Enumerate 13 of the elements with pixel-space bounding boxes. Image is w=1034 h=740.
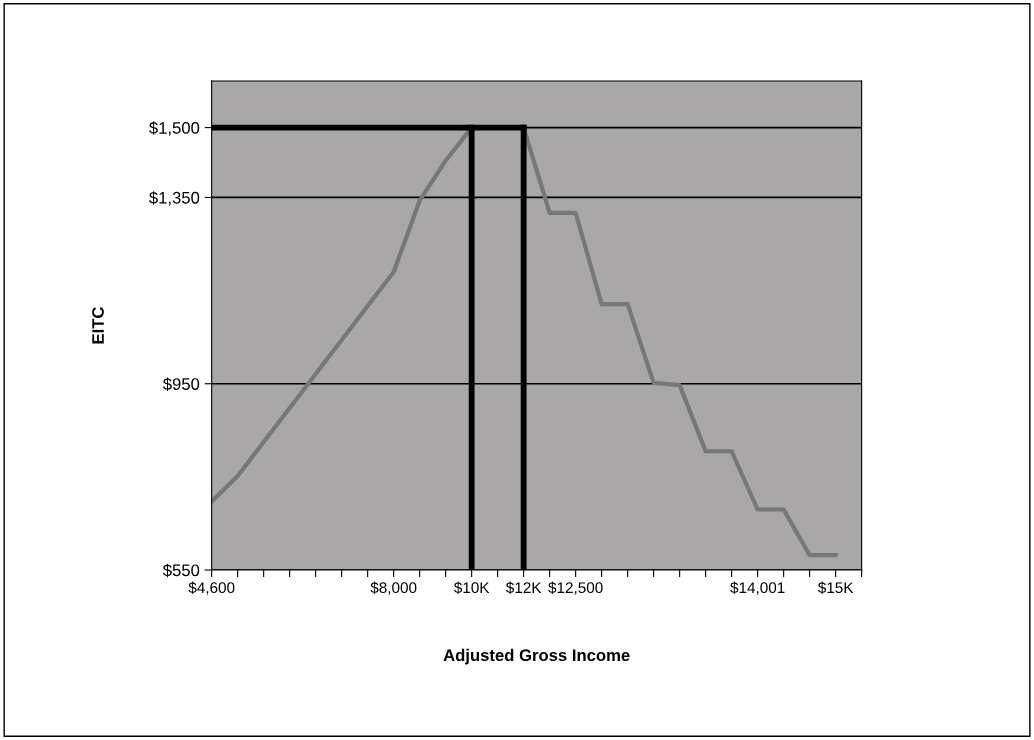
x-axis-title: Adjusted Gross Income: [443, 648, 630, 665]
y-tick-label: $1,500: [149, 121, 200, 136]
x-tick-label: $12,500: [548, 581, 603, 595]
x-tick-label: $10K: [453, 581, 490, 594]
y-tick-label: $550: [162, 563, 200, 578]
x-tick-label: $8,000: [370, 581, 417, 595]
x-tick-label: $14,001: [730, 581, 785, 595]
x-tick-label: $15K: [817, 581, 854, 594]
y-tick-label: $950: [162, 377, 200, 391]
y-axis-title: EITC: [92, 307, 104, 344]
x-tick-label: $4,600: [188, 581, 235, 595]
y-tick-label: $1,350: [149, 191, 200, 206]
x-tick-label: $12K: [505, 581, 542, 594]
